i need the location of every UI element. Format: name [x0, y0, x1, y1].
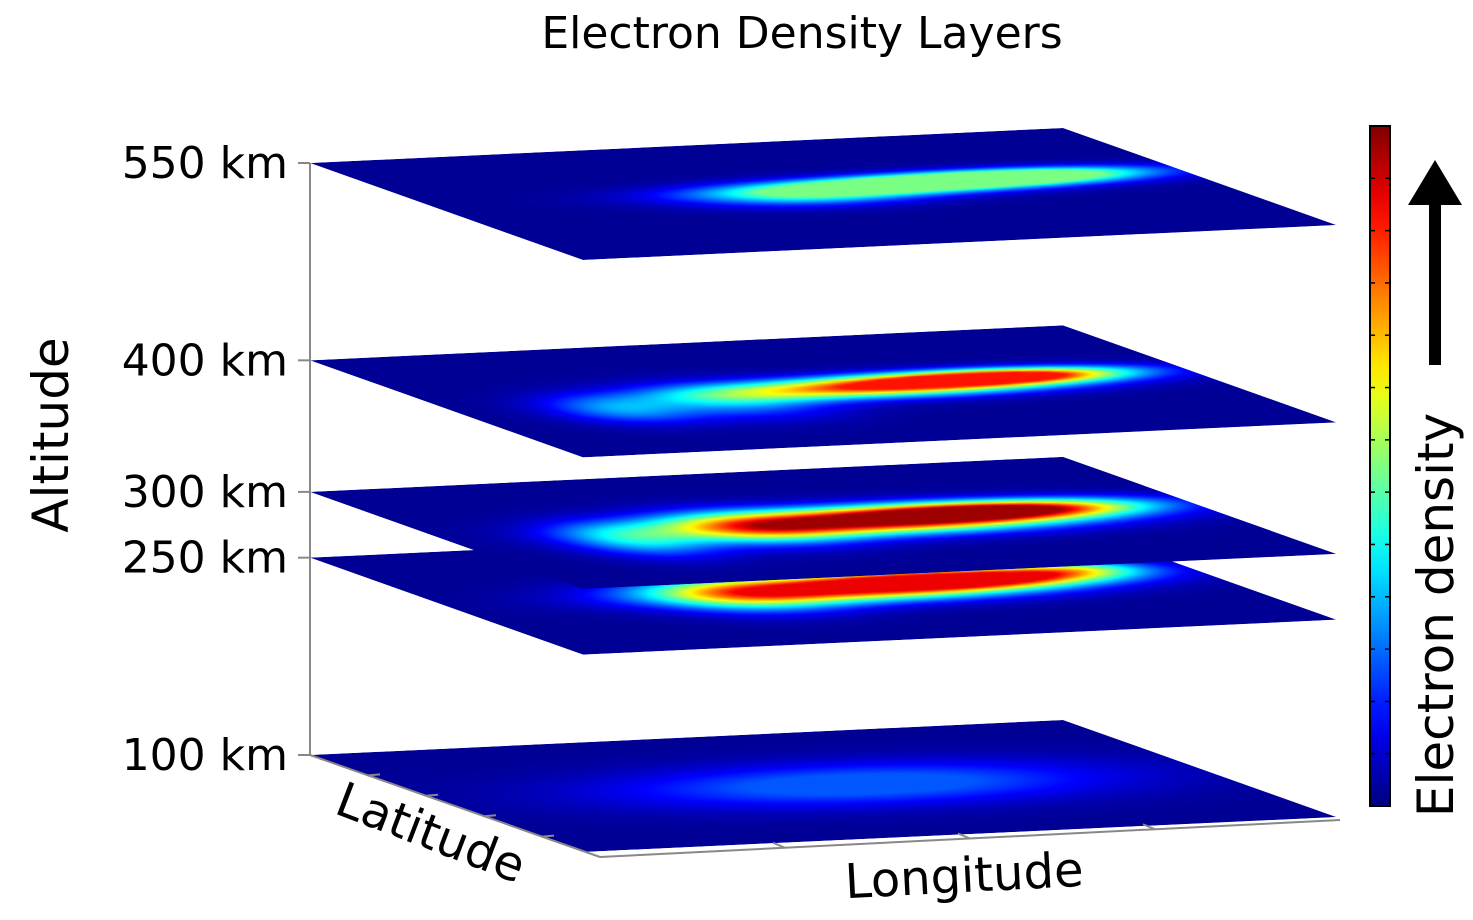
latitude-tick: [367, 773, 381, 777]
colorbar-ticks: [1370, 177, 1390, 755]
altitude-tick-label: 300 km: [122, 467, 288, 518]
latitude-ticks: [367, 773, 555, 838]
latitude-tick: [541, 834, 555, 838]
altitude-axis-label: Altitude: [22, 337, 80, 532]
longitude-tick: [1142, 823, 1156, 831]
colorbar: Electron density: [1369, 125, 1465, 817]
longitude-axis-label: Longitude: [843, 842, 1084, 910]
latitude-tick: [483, 814, 497, 818]
density-layer-400km: [310, 325, 1336, 458]
latitude-tick: [425, 793, 439, 797]
density-layer-550km: [310, 128, 1336, 260]
density-layers: [310, 128, 1336, 852]
altitude-tick-label: 550 km: [122, 138, 288, 189]
chart-title: Electron Density Layers: [541, 8, 1062, 59]
colorbar-fill: [1369, 125, 1391, 807]
altitude-tick-label: 100 km: [122, 730, 288, 781]
altitude-tick-label: 250 km: [122, 533, 288, 584]
longitude-tick: [772, 841, 786, 849]
up-arrow-head: [1408, 160, 1462, 205]
altitude-tick-label: 400 km: [122, 335, 288, 386]
longitude-tick: [957, 832, 971, 840]
colorbar-label: Electron density: [1407, 413, 1465, 817]
latitude-axis-line: [309, 754, 601, 858]
altitude-tick-labels: 100 km 250 km 300 km 400 km 550 km: [122, 138, 310, 781]
up-arrow-icon: [1408, 160, 1462, 365]
longitude-ticks: [772, 823, 1156, 849]
density-heatmap-image: [310, 128, 1336, 260]
base-axes: [309, 754, 1341, 858]
density-heatmap-image: [310, 325, 1336, 458]
